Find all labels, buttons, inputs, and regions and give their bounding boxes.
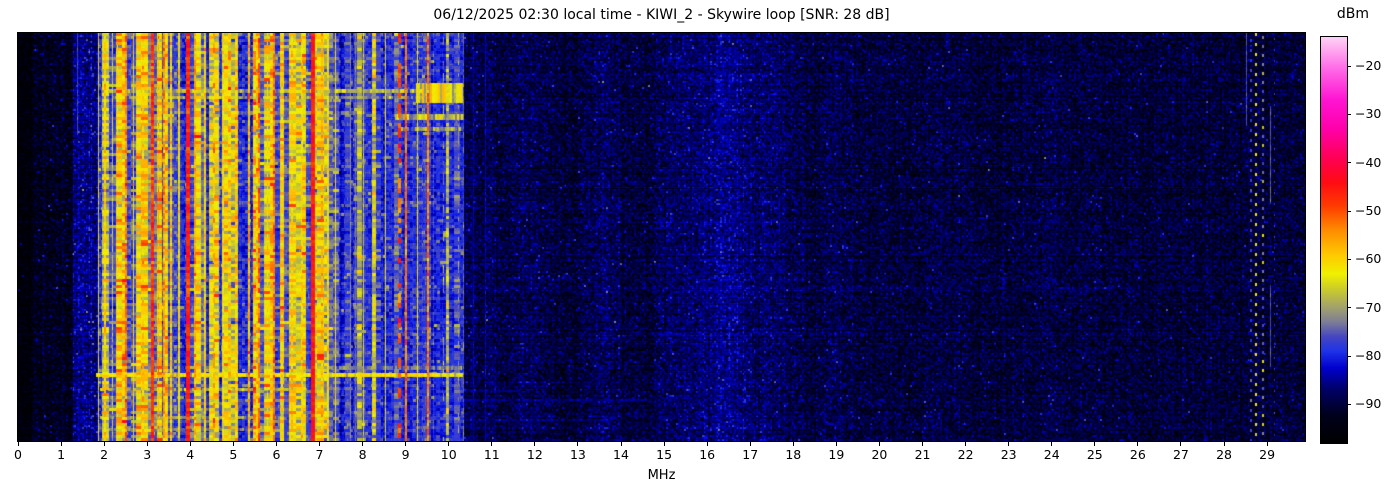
x-tick-mark: [275, 442, 277, 446]
colorbar-tick-mark: [1347, 355, 1351, 357]
x-tick-label: 19: [828, 447, 845, 462]
x-tick-mark: [1180, 442, 1182, 446]
x-tick-label: 13: [569, 447, 586, 462]
x-tick-label: 5: [229, 447, 238, 462]
colorbar-tick-mark: [1347, 403, 1351, 405]
x-tick-mark: [1094, 442, 1096, 446]
x-tick-label: 2: [100, 447, 109, 462]
x-tick-mark: [835, 442, 837, 446]
x-tick-label: 24: [1043, 447, 1060, 462]
x-tick-label: 11: [483, 447, 500, 462]
colorbar-tick-label: −40: [1355, 154, 1382, 170]
x-tick-label: 15: [656, 447, 673, 462]
spectrogram-canvas: [18, 33, 1305, 441]
x-tick-mark: [232, 442, 234, 446]
x-tick-label: 1: [57, 447, 66, 462]
x-tick-mark: [534, 442, 536, 446]
colorbar-tick-label: −60: [1355, 251, 1382, 267]
x-tick-label: 21: [914, 447, 931, 462]
x-tick-label: 4: [186, 447, 195, 462]
x-tick-label: 23: [1000, 447, 1017, 462]
colorbar-tick-label: −30: [1355, 106, 1382, 122]
colorbar-tick-mark: [1347, 307, 1351, 309]
x-tick-mark: [1137, 442, 1139, 446]
x-tick-label: 27: [1172, 447, 1189, 462]
x-axis-label: MHz: [647, 468, 676, 483]
x-tick-label: 8: [358, 447, 367, 462]
x-tick-mark: [965, 442, 967, 446]
x-tick-mark: [878, 442, 880, 446]
colorbar-tick-label: −80: [1355, 348, 1382, 363]
x-tick-mark: [620, 442, 622, 446]
x-tick-mark: [60, 442, 62, 446]
colorbar-tick-mark: [1347, 113, 1351, 115]
x-tick-label: 18: [785, 447, 802, 462]
colorbar-tick-label: −20: [1355, 58, 1382, 73]
x-tick-label: 16: [699, 447, 716, 462]
x-tick-label: 25: [1086, 447, 1103, 462]
x-tick-label: 17: [742, 447, 759, 462]
x-tick-label: 7: [315, 447, 324, 462]
colorbar-tick-label: −50: [1355, 203, 1382, 218]
x-tick-mark: [146, 442, 148, 446]
x-tick-label: 3: [143, 447, 152, 462]
x-tick-mark: [1266, 442, 1268, 446]
x-tick-mark: [319, 442, 320, 446]
x-tick-mark: [1223, 442, 1225, 446]
colorbar-unit-label: dBm: [1336, 6, 1370, 22]
x-tick-mark: [189, 442, 191, 446]
colorbar-tick-mark: [1347, 258, 1351, 260]
x-tick-mark: [362, 442, 364, 446]
x-tick-label: 9: [401, 447, 410, 462]
x-tick-mark: [663, 442, 665, 446]
x-tick-mark: [922, 442, 924, 446]
colorbar-tick-label: −90: [1355, 396, 1382, 412]
x-tick-mark: [792, 442, 794, 446]
colorbar: [1320, 36, 1348, 444]
x-tick-label: 0: [14, 447, 22, 462]
x-tick-label: 20: [871, 447, 888, 462]
x-tick-mark: [491, 442, 493, 446]
x-tick-mark: [706, 442, 708, 446]
x-tick-mark: [448, 442, 450, 446]
figure-title: 06/12/2025 02:30 local time - KIWI_2 - S…: [433, 7, 890, 23]
x-tick-mark: [103, 442, 105, 446]
x-tick-mark: [405, 442, 407, 446]
x-tick-label: 29: [1259, 447, 1276, 462]
x-tick-label: 12: [526, 447, 543, 462]
colorbar-tick-label: −70: [1355, 299, 1382, 315]
x-tick-mark: [1008, 442, 1010, 446]
spectrogram-plot-area: [17, 32, 1306, 442]
x-tick-label: 10: [440, 447, 457, 462]
x-tick-mark: [749, 442, 751, 446]
x-tick-mark: [17, 442, 19, 446]
x-tick-label: 14: [613, 447, 629, 462]
x-tick-mark: [1051, 442, 1053, 446]
x-tick-label: 6: [272, 447, 281, 462]
x-tick-label: 22: [957, 447, 974, 462]
colorbar-tick-mark: [1347, 210, 1351, 212]
colorbar-tick-mark: [1347, 162, 1351, 164]
x-tick-label: 28: [1216, 447, 1232, 462]
colorbar-tick-mark: [1347, 65, 1351, 67]
x-tick-label: 26: [1129, 447, 1146, 462]
x-tick-mark: [577, 442, 579, 446]
